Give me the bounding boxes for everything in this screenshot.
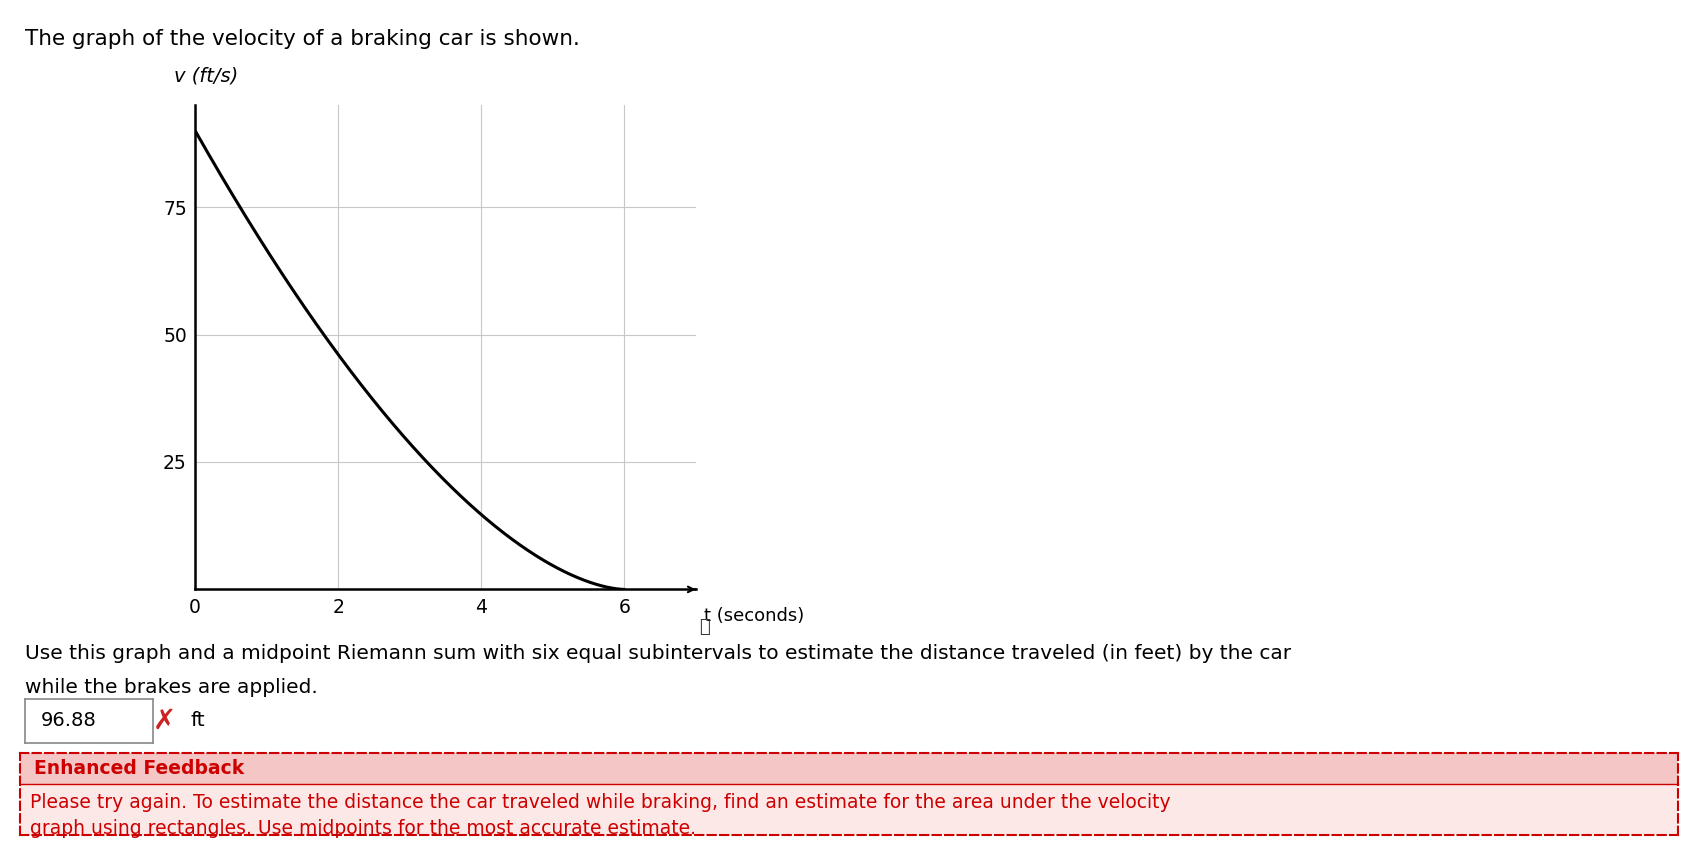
Text: ⓘ: ⓘ (699, 618, 709, 637)
Text: ft: ft (190, 711, 205, 730)
Text: v (ft/s): v (ft/s) (173, 67, 238, 86)
Text: Enhanced Feedback: Enhanced Feedback (34, 759, 244, 778)
Text: t (seconds): t (seconds) (704, 607, 804, 626)
Text: while the brakes are applied.: while the brakes are applied. (25, 678, 319, 697)
Text: Please try again. To estimate the distance the car traveled while braking, find : Please try again. To estimate the distan… (31, 793, 1171, 813)
Text: The graph of the velocity of a braking car is shown.: The graph of the velocity of a braking c… (25, 29, 580, 50)
Text: 96.88: 96.88 (41, 711, 97, 730)
Text: ✗: ✗ (153, 706, 176, 735)
Text: Use this graph and a midpoint Riemann sum with six equal subintervals to estimat: Use this graph and a midpoint Riemann su… (25, 644, 1291, 663)
Text: graph using rectangles. Use midpoints for the most accurate estimate.: graph using rectangles. Use midpoints fo… (31, 819, 696, 838)
